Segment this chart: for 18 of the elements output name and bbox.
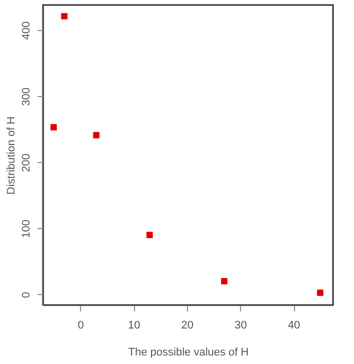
x-tick-label: 10 [128,320,140,332]
y-tick-label: 200 [20,154,32,172]
x-tick-label: 30 [234,320,247,332]
y-tick-label: 0 [20,292,32,298]
point [61,13,68,20]
y-axis-title: Distribution of H [6,116,18,195]
x-tick-label: 20 [181,320,194,332]
y-tick-label: 300 [20,88,32,106]
x-axis-title: The possible values of H [128,346,249,358]
y-tick-label: 400 [20,21,32,40]
x-tick-label: 40 [288,320,300,332]
point [93,132,100,138]
x-tick-label: 0 [78,320,84,332]
y-tick-label: 100 [20,220,32,238]
point [146,232,153,238]
point [50,124,57,130]
point [317,290,324,296]
point [221,278,228,284]
